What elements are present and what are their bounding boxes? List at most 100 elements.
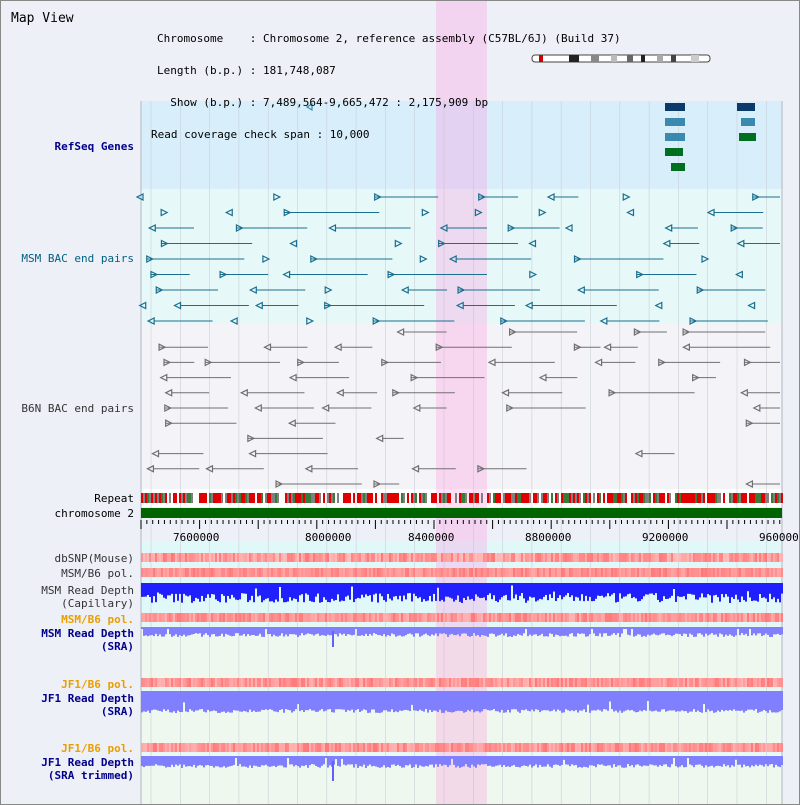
polymorphism-cell	[495, 568, 497, 577]
polymorphism-cell	[171, 743, 173, 752]
polymorphism-cell	[349, 678, 351, 687]
polymorphism-cell	[173, 743, 175, 752]
read-depth-bar	[183, 691, 185, 703]
polymorphism-cell	[177, 568, 179, 577]
polymorphism-cell	[409, 678, 411, 687]
polymorphism-cell	[347, 678, 349, 687]
track-label-jf1-depth-sra-1[interactable]: JF1 Read Depth	[41, 692, 134, 705]
read-depth-bar	[697, 627, 699, 634]
polymorphism-cell	[585, 553, 587, 562]
polymorphism-cell	[661, 568, 663, 577]
read-depth-bar	[705, 627, 707, 634]
read-depth-bar	[619, 756, 621, 766]
read-depth-bar	[529, 691, 531, 712]
polymorphism-cell	[635, 678, 637, 687]
polymorphism-cell	[489, 568, 491, 577]
track-label-repeat[interactable]: Repeat	[94, 492, 134, 505]
track-label-msm-b6-pol-2[interactable]: MSM/B6 pol.	[61, 613, 134, 626]
read-depth-bar	[197, 583, 199, 599]
read-depth-bar	[539, 583, 541, 599]
read-depth-bar	[699, 627, 701, 634]
track-label-msm-depth-cap-1[interactable]: MSM Read Depth	[41, 584, 134, 597]
polymorphism-cell	[563, 553, 565, 562]
read-depth-bar	[433, 691, 435, 711]
repeat-segment	[495, 493, 497, 503]
track-label-msm-bac[interactable]: MSM BAC end pairs	[21, 252, 134, 265]
track-label-b6n-bac[interactable]: B6N BAC end pairs	[21, 402, 134, 415]
polymorphism-cell	[641, 553, 643, 562]
polymorphism-cell	[157, 553, 159, 562]
polymorphism-cell	[301, 678, 303, 687]
read-depth-bar	[327, 583, 329, 603]
polymorphism-cell	[267, 553, 269, 562]
polymorphism-cell	[633, 553, 635, 562]
read-depth-bar	[475, 691, 477, 712]
read-depth-bar	[179, 627, 181, 636]
read-depth-bar	[775, 627, 777, 635]
polymorphism-cell	[611, 613, 613, 622]
polymorphism-cell	[463, 678, 465, 687]
polymorphism-cell	[571, 553, 573, 562]
polymorphism-cell	[497, 553, 499, 562]
polymorphism-cell	[385, 553, 387, 562]
read-depth-bar	[737, 691, 739, 711]
polymorphism-cell	[369, 743, 371, 752]
polymorphism-cell	[629, 568, 631, 577]
msm-bac-end	[306, 317, 315, 325]
read-depth-bar	[781, 627, 783, 635]
msm-bac-end	[538, 208, 547, 217]
read-depth-bar	[395, 583, 397, 597]
polymorphism-cell	[547, 568, 549, 577]
polymorphism-cell	[765, 568, 767, 577]
polymorphism-cell	[523, 613, 525, 622]
polymorphism-cell	[471, 613, 473, 622]
read-depth-bar	[691, 627, 693, 635]
polymorphism-cell	[181, 568, 183, 577]
polymorphism-cell	[583, 743, 585, 752]
read-depth-bar	[341, 691, 343, 710]
polymorphism-cell	[765, 613, 767, 622]
track-label-msm-depth-sra-1[interactable]: MSM Read Depth	[41, 627, 134, 640]
repeat-segment	[469, 493, 471, 503]
polymorphism-cell	[685, 743, 687, 752]
read-depth-bar	[587, 756, 589, 768]
polymorphism-cell	[781, 613, 783, 622]
polymorphism-cell	[461, 553, 463, 562]
read-depth-bar	[141, 756, 143, 767]
track-label-dbsnp[interactable]: dbSNP(Mouse)	[54, 552, 134, 565]
polymorphism-cell	[387, 743, 389, 752]
read-depth-bar	[167, 691, 169, 710]
read-depth-bar	[443, 583, 445, 602]
polymorphism-cell	[335, 613, 337, 622]
repeat-segment	[331, 493, 333, 503]
read-depth-bar	[505, 691, 507, 713]
polymorphism-cell	[731, 568, 733, 577]
read-depth-bar	[353, 756, 355, 768]
read-depth-bar	[307, 756, 309, 768]
read-depth-bar	[687, 756, 689, 758]
polymorphism-cell	[469, 678, 471, 687]
read-depth-bar	[413, 627, 415, 637]
track-label-msm-b6-pol-1[interactable]: MSM/B6 pol.	[61, 567, 134, 580]
chromosome-ideogram[interactable]	[531, 54, 711, 63]
polymorphism-cell	[145, 678, 147, 687]
track-label-jf1-depth-trim-1[interactable]: JF1 Read Depth	[41, 756, 134, 769]
msm-bac-end	[135, 193, 144, 201]
repeat-segment	[723, 493, 725, 503]
polymorphism-cell	[263, 678, 265, 687]
read-depth-bar	[191, 627, 193, 635]
polymorphism-cell	[431, 743, 433, 752]
track-label-refseq[interactable]: RefSeq Genes	[54, 140, 134, 153]
polymorphism-cell	[679, 553, 681, 562]
read-depth-bar	[239, 627, 241, 636]
track-label-jf1-b6-pol-1[interactable]: JF1/B6 pol.	[61, 678, 134, 691]
track-label-jf1-b6-pol-2[interactable]: JF1/B6 pol.	[61, 742, 134, 755]
read-depth-bar	[407, 583, 409, 594]
polymorphism-cell	[549, 568, 551, 577]
polymorphism-cell	[289, 743, 291, 752]
polymorphism-cell	[729, 678, 731, 687]
b6n-bac-end	[594, 358, 603, 367]
read-depth-bar	[593, 583, 595, 601]
polymorphism-cell	[499, 613, 501, 622]
read-depth-bar	[553, 627, 555, 637]
